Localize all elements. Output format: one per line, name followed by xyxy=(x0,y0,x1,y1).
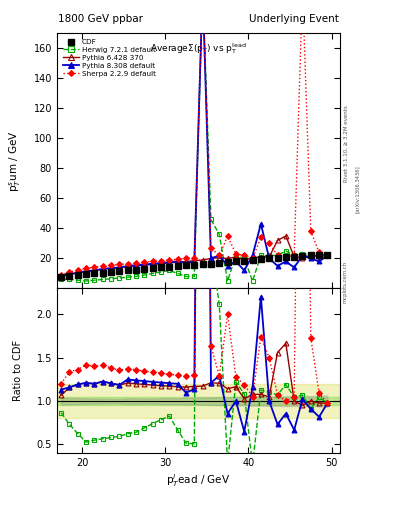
Legend: CDF, Herwig 7.2.1 default, Pythia 6.428 370, Pythia 8.308 default, Sherpa 2.2.9 : CDF, Herwig 7.2.1 default, Pythia 6.428 … xyxy=(61,37,158,79)
Text: Average$\Sigma$(p$_{\rm T}$) vs p$_{\rm T}^{\rm lead}$: Average$\Sigma$(p$_{\rm T}$) vs p$_{\rm … xyxy=(150,41,247,56)
Y-axis label: p$_{T}^{s}$um / GeV: p$_{T}^{s}$um / GeV xyxy=(7,130,23,191)
X-axis label: p$_{T}^{l}$ead / GeV: p$_{T}^{l}$ead / GeV xyxy=(166,472,231,489)
Text: 1800 GeV ppbar: 1800 GeV ppbar xyxy=(58,14,143,24)
Y-axis label: Ratio to CDF: Ratio to CDF xyxy=(13,340,23,401)
Text: Rivet 3.1.10, ≥ 3.2M events: Rivet 3.1.10, ≥ 3.2M events xyxy=(344,105,349,182)
Bar xyxy=(57,384,340,418)
Bar xyxy=(57,397,340,406)
Text: Underlying Event: Underlying Event xyxy=(249,14,339,24)
Text: mcplots.cern.ch: mcplots.cern.ch xyxy=(343,261,347,303)
Text: [arXiv:1306.3436]: [arXiv:1306.3436] xyxy=(355,165,360,214)
